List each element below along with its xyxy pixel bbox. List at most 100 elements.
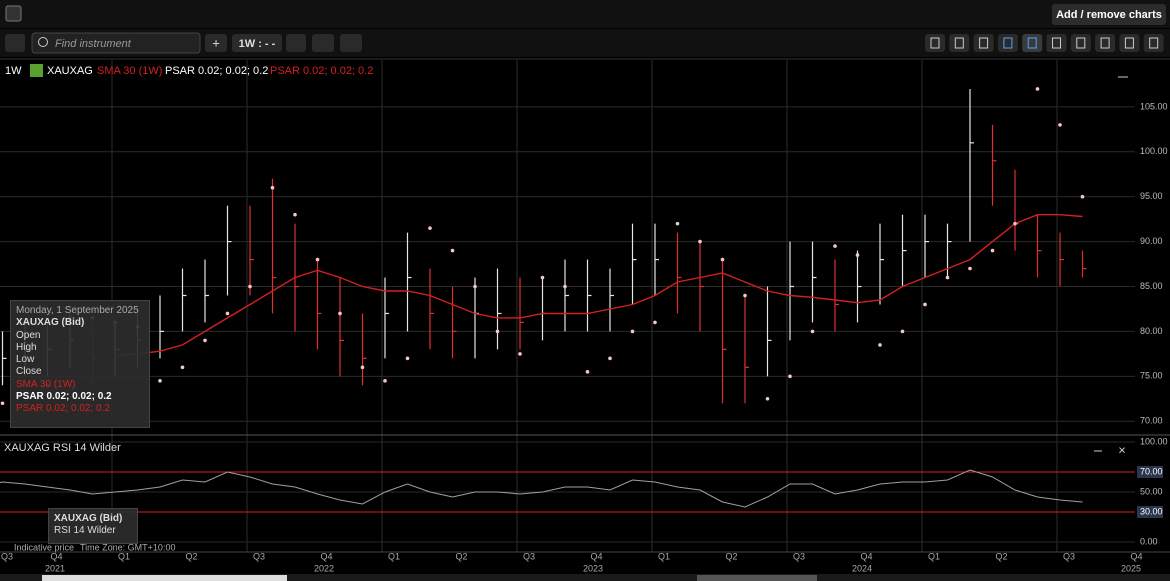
psar-dot	[473, 284, 477, 289]
tool-button[interactable]	[1046, 34, 1067, 52]
navigator-handle[interactable]	[42, 575, 287, 581]
psar-dot	[563, 284, 567, 289]
psar-dot	[698, 239, 702, 244]
x-tick-label: Q3	[523, 551, 535, 561]
y-tick-label: 105.00	[1140, 101, 1168, 111]
x-tick-label: Q3	[1, 551, 13, 561]
tool-button[interactable]	[997, 34, 1018, 52]
psar-dot	[248, 284, 252, 289]
add-remove-button[interactable]	[1052, 4, 1166, 25]
psar-dot	[990, 248, 995, 253]
psar-dot	[428, 226, 432, 230]
psar-dot	[900, 329, 905, 334]
y-tick-label: 90.00	[1140, 236, 1163, 246]
year-label: 2023	[583, 563, 603, 573]
legend-psar: PSAR 0.02; 0.02; 0.2	[165, 65, 268, 77]
add-icon: +	[212, 35, 220, 50]
psar-dot	[383, 379, 387, 383]
psar-dot	[653, 320, 657, 325]
psar-dot	[765, 396, 770, 401]
search-box[interactable]	[31, 32, 201, 54]
psar-dot	[1058, 123, 1062, 127]
psar-dot	[923, 302, 927, 307]
y-tick-label: 70.00	[1140, 416, 1163, 426]
symbol-icon	[30, 64, 43, 77]
x-tick-label: Q3	[253, 551, 265, 561]
chart-type-button[interactable]	[312, 34, 334, 52]
psar-dot	[540, 275, 545, 280]
x-tick-label: Q4	[321, 551, 333, 561]
x-tick-label: Q1	[388, 551, 400, 561]
tooltip-row: PSAR 0.02; 0.02; 0.2	[16, 403, 110, 415]
y-tick-label: 80.00	[1140, 326, 1163, 336]
tool-icon	[1027, 37, 1037, 49]
refresh-button[interactable]	[286, 34, 306, 52]
tooltip-symbol: XAUXAG (Bid)	[16, 317, 85, 329]
y-tick-label: 95.00	[1140, 191, 1163, 201]
tool-button[interactable]	[1022, 34, 1043, 52]
add-button[interactable]	[205, 34, 227, 52]
search-icon	[38, 37, 48, 47]
psar-dot	[338, 311, 342, 316]
link-button[interactable]	[5, 34, 25, 52]
legend-symbol: XAUXAG	[47, 65, 93, 77]
tool-icon	[1149, 37, 1159, 49]
tool-button[interactable]	[925, 34, 945, 52]
tool-icon	[954, 37, 964, 49]
tool-icon	[1100, 37, 1110, 49]
tool-icon	[1052, 37, 1061, 49]
tool-button[interactable]	[1095, 34, 1116, 52]
x-tick-label: Q1	[928, 551, 940, 561]
close-button[interactable]: ×	[1118, 442, 1126, 457]
tooltip-row: SMA 30 (1W)	[16, 378, 76, 390]
tool-icon	[930, 37, 940, 49]
tool-button[interactable]	[949, 34, 970, 52]
psar-dot	[1013, 221, 1017, 226]
psar-dot	[1080, 194, 1085, 199]
rsi-tooltip: XAUXAG (Bid) RSI 14 Wilder	[48, 508, 138, 544]
x-tick-label: Q4	[591, 551, 603, 561]
y-tick-label: 100.00	[1140, 146, 1168, 156]
psar-dot	[405, 356, 410, 361]
tooltip-row: Close	[16, 366, 42, 378]
tool-button[interactable]	[1070, 34, 1091, 52]
popout-button[interactable]	[5, 5, 22, 22]
x-tick-label: Q4	[861, 551, 873, 561]
x-tick-label: Q3	[793, 551, 805, 561]
psar-dot	[518, 352, 522, 356]
navigator-handle[interactable]	[697, 575, 817, 581]
top-bar	[0, 0, 1170, 28]
rsi-tooltip-indicator: RSI 14 Wilder	[54, 525, 116, 537]
psar-dot	[855, 253, 860, 257]
x-tick-label: Q2	[996, 551, 1008, 561]
psar-dot	[788, 374, 792, 379]
tool-icon	[1124, 37, 1134, 49]
tooltip-row: Open	[16, 329, 41, 341]
navigator[interactable]	[0, 574, 1170, 581]
y-tick-label: 0.00	[1140, 536, 1158, 546]
psar-dot	[743, 293, 747, 298]
year-label: 2022	[314, 563, 334, 573]
psar-dot	[225, 311, 230, 316]
tooltip: Monday, 1 September 2025 XAUXAG (Bid) Op…	[10, 300, 150, 428]
tool-button[interactable]	[1119, 34, 1140, 52]
psar-dot	[608, 356, 612, 361]
sma-line	[114, 214, 1083, 357]
psar-dot	[945, 275, 950, 280]
indicative-label: Indicative price	[14, 542, 74, 552]
interval-button[interactable]	[232, 34, 282, 52]
timezone-label: Time Zone: GMT+10:00	[80, 542, 175, 552]
legend-sma: SMA 30 (1W)	[97, 65, 162, 77]
tool-button[interactable]	[973, 34, 994, 52]
rsi-tooltip-symbol: XAUXAG (Bid)	[54, 513, 123, 524]
more-button[interactable]	[340, 34, 362, 52]
x-tick-label: Q2	[186, 551, 198, 561]
x-tick-label: Q4	[1131, 551, 1143, 561]
psar-dot	[315, 257, 320, 262]
psar-dot	[1035, 87, 1040, 91]
y-tick-label: 30.00	[1140, 506, 1163, 516]
x-tick-label: Q1	[118, 551, 130, 561]
tool-button[interactable]	[1143, 34, 1164, 52]
tool-icon	[1076, 37, 1086, 49]
